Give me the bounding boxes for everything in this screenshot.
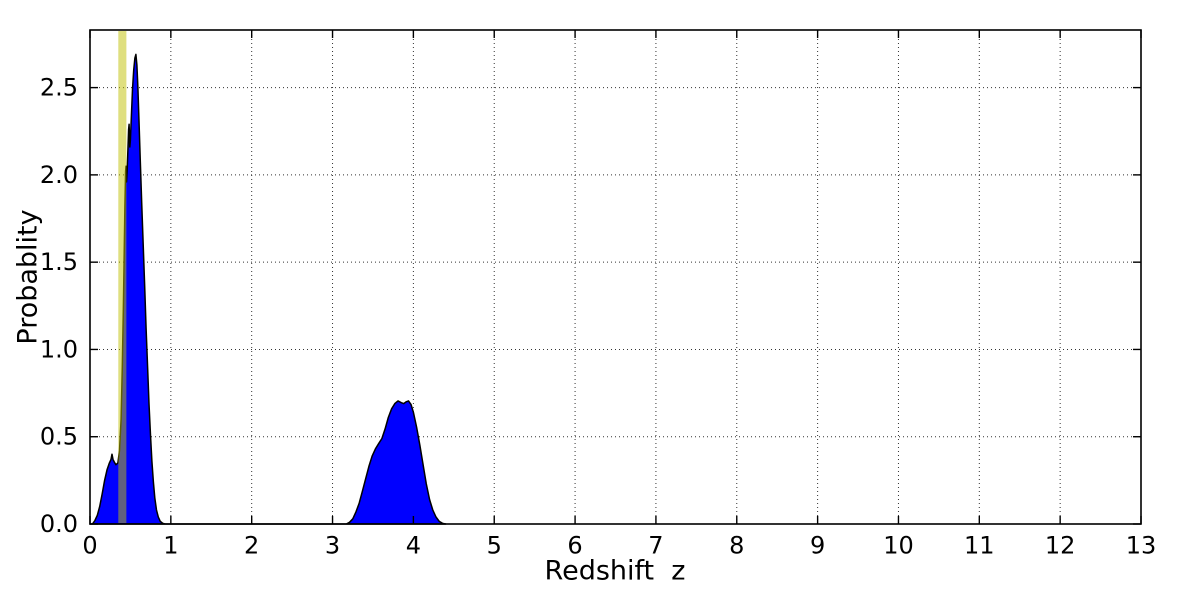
x-tick-label: 3 [325, 532, 340, 560]
highlight-band [118, 31, 127, 523]
y-tick-label: 0.5 [40, 423, 78, 451]
x-tick-label: 1 [163, 532, 178, 560]
x-tick-label: 8 [729, 532, 744, 560]
plot-border [89, 29, 1142, 525]
probability-density-area [89, 53, 447, 525]
x-tick-label: 13 [1126, 532, 1157, 560]
y-axis-label: Probablity [12, 209, 44, 345]
x-tick-label: 6 [567, 532, 582, 560]
y-tick-label: 1.5 [40, 248, 78, 276]
y-tick-label: 2.0 [40, 161, 78, 189]
x-tick-label: 0 [82, 532, 97, 560]
x-tick-label: 9 [810, 532, 825, 560]
y-tick-label: 2.5 [40, 74, 78, 102]
x-tick-label: 11 [964, 532, 995, 560]
x-tick-label: 2 [244, 532, 259, 560]
x-tick-label: 7 [648, 532, 663, 560]
x-tick-label: 12 [1045, 532, 1076, 560]
x-tick-label: 4 [406, 532, 421, 560]
x-tick-label: 5 [487, 532, 502, 560]
x-tick-label: 10 [883, 532, 914, 560]
x-axis-label: Redshift z [544, 555, 686, 587]
y-tick-label: 1.0 [40, 335, 78, 363]
y-tick-label: 0.0 [40, 510, 78, 538]
